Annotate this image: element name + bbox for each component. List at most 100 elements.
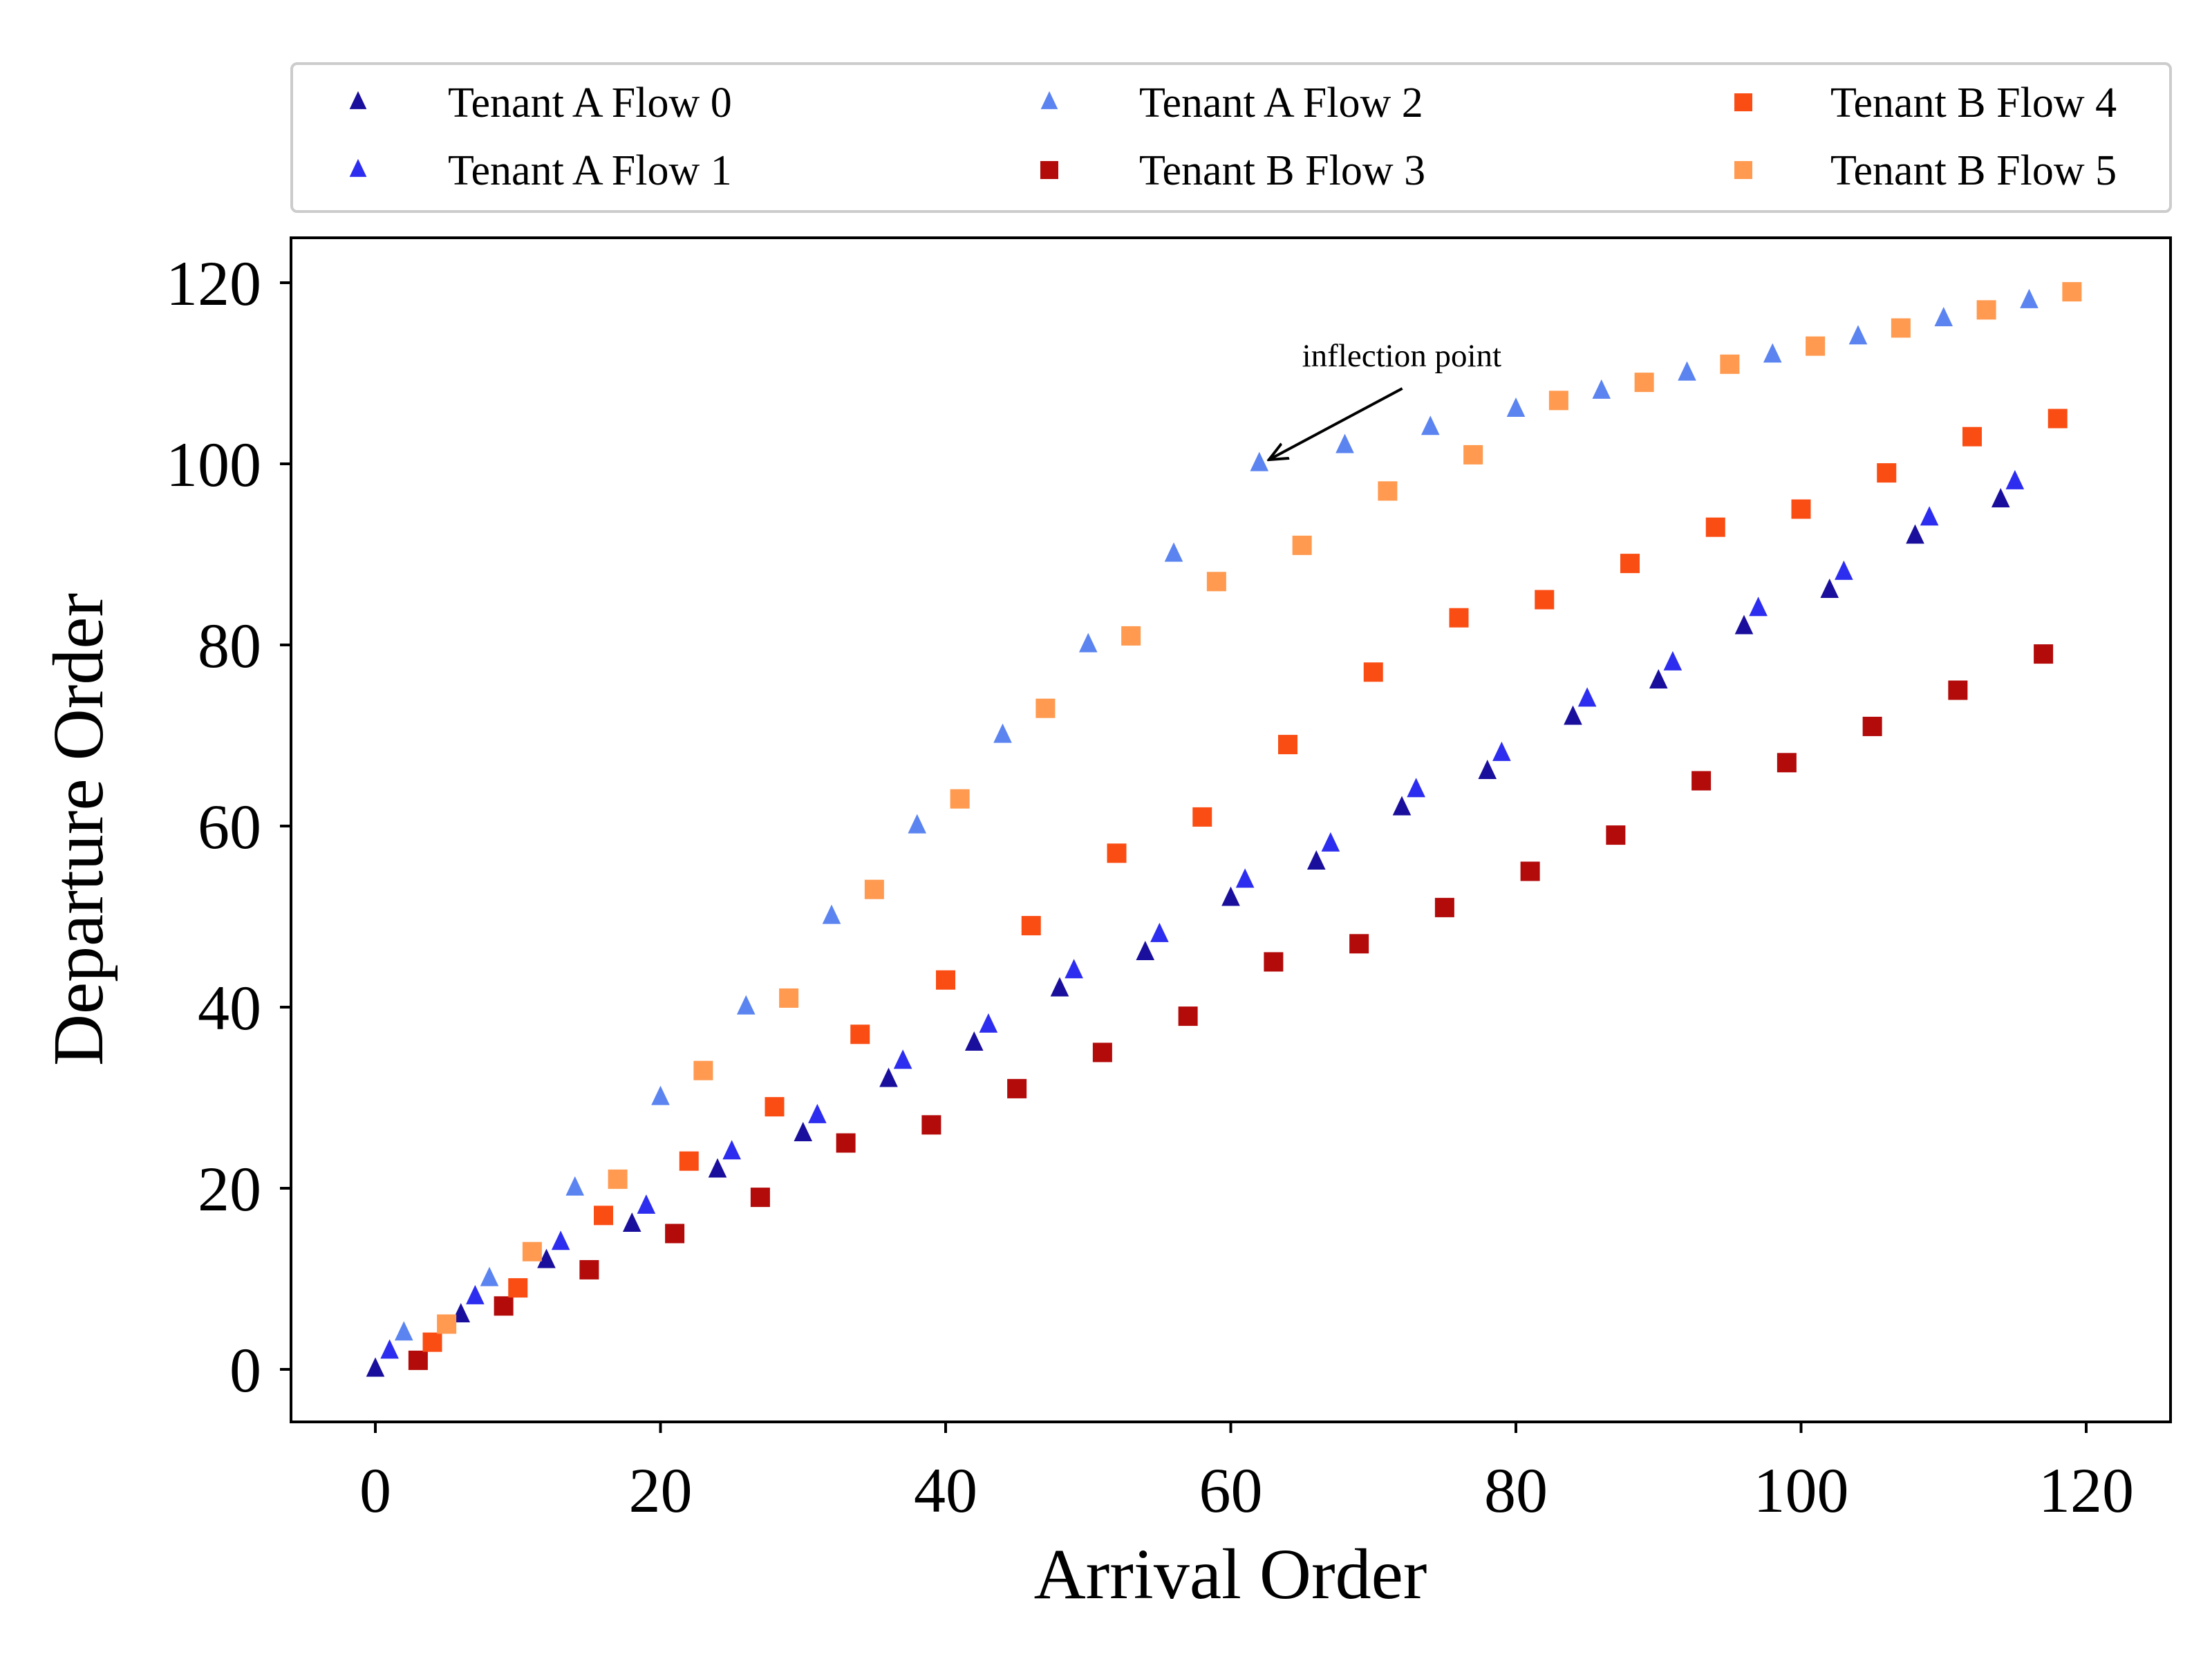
y-tick-label: 40 bbox=[198, 973, 261, 1043]
data-point bbox=[366, 1357, 385, 1377]
data-point bbox=[1321, 832, 1340, 852]
legend-item: Tenant B Flow 4 bbox=[1734, 79, 2117, 126]
data-point bbox=[565, 1176, 585, 1196]
data-point bbox=[1478, 760, 1497, 780]
legend-marker bbox=[349, 158, 367, 177]
data-point bbox=[1976, 300, 1996, 320]
data-point bbox=[1021, 916, 1041, 936]
data-point bbox=[551, 1230, 570, 1250]
data-point bbox=[408, 1350, 428, 1370]
data-point bbox=[622, 1212, 641, 1232]
data-point bbox=[2062, 282, 2082, 302]
data-point bbox=[1777, 753, 1797, 773]
data-point bbox=[1407, 778, 1425, 798]
annotation-text: inflection point bbox=[1302, 338, 1501, 374]
data-point bbox=[1920, 506, 1939, 526]
annotation-arrow bbox=[1269, 387, 1403, 460]
y-axis-label: Departure Order bbox=[39, 593, 118, 1066]
data-point bbox=[1463, 444, 1483, 465]
legend-marker bbox=[1040, 161, 1058, 179]
data-point bbox=[908, 814, 927, 834]
data-point bbox=[1378, 481, 1398, 501]
annotation: inflection point bbox=[1269, 338, 1501, 460]
data-point bbox=[594, 1206, 613, 1226]
legend-item: Tenant A Flow 0 bbox=[349, 79, 732, 126]
data-point bbox=[2005, 469, 2025, 489]
data-point bbox=[765, 1097, 785, 1117]
y-tick-label: 20 bbox=[198, 1154, 261, 1224]
data-point bbox=[1663, 650, 1683, 671]
y-tick-label: 80 bbox=[198, 610, 261, 681]
data-point bbox=[2020, 288, 2038, 308]
series-tenant-b-flow-5 bbox=[437, 282, 2082, 1334]
data-point bbox=[1035, 698, 1056, 718]
data-point bbox=[2034, 644, 2054, 664]
data-point bbox=[1092, 1042, 1112, 1062]
legend-marker bbox=[1734, 93, 1752, 111]
data-point bbox=[608, 1169, 628, 1189]
data-point bbox=[864, 879, 884, 899]
data-point bbox=[879, 1067, 898, 1087]
data-point bbox=[964, 1031, 984, 1051]
x-tick-label: 20 bbox=[629, 1455, 693, 1526]
data-point bbox=[779, 988, 799, 1008]
legend: Tenant A Flow 0 Tenant A Flow 1 Tenant A F… bbox=[290, 62, 2172, 213]
data-point bbox=[1178, 1006, 1198, 1027]
series-tenant-a-flow-1 bbox=[380, 469, 2025, 1359]
data-point bbox=[637, 1194, 656, 1214]
legend-label: Tenant A Flow 1 bbox=[448, 147, 732, 194]
x-axis-label: Arrival Order bbox=[1034, 1535, 1427, 1614]
data-point bbox=[1392, 796, 1412, 816]
data-point bbox=[1050, 977, 1069, 997]
data-point bbox=[1877, 463, 1897, 483]
legend-label: Tenant A Flow 2 bbox=[1139, 79, 1423, 126]
data-point bbox=[822, 904, 841, 924]
data-point bbox=[1492, 741, 1511, 761]
data-point bbox=[1434, 897, 1454, 917]
data-point bbox=[380, 1339, 399, 1359]
data-point bbox=[1564, 705, 1582, 725]
legend-label: Tenant B Flow 5 bbox=[1830, 147, 2117, 194]
x-tick-label: 80 bbox=[1484, 1455, 1548, 1526]
data-point bbox=[522, 1241, 542, 1262]
data-point bbox=[1506, 397, 1526, 418]
data-point bbox=[693, 1060, 713, 1080]
y-tick-label: 100 bbox=[166, 429, 261, 500]
data-point bbox=[1962, 427, 1982, 447]
data-point bbox=[1150, 922, 1169, 942]
data-point bbox=[736, 995, 756, 1015]
legend-frame bbox=[290, 62, 2172, 213]
data-point bbox=[1078, 632, 1098, 653]
data-point bbox=[1606, 825, 1626, 845]
legend-label: Tenant B Flow 3 bbox=[1139, 147, 1425, 194]
data-point bbox=[437, 1314, 457, 1334]
data-point bbox=[579, 1259, 599, 1280]
data-point bbox=[1906, 524, 1924, 544]
data-point bbox=[2047, 409, 2068, 429]
data-point bbox=[1720, 354, 1740, 374]
data-point bbox=[936, 970, 955, 990]
x-tick-label: 120 bbox=[2038, 1455, 2134, 1526]
data-point bbox=[1691, 771, 1712, 791]
data-point bbox=[1278, 735, 1297, 755]
data-point bbox=[1520, 861, 1540, 881]
data-point bbox=[466, 1284, 485, 1304]
series-tenant-b-flow-3 bbox=[408, 644, 2054, 1370]
y-tick-label: 60 bbox=[198, 791, 261, 862]
data-point bbox=[1535, 590, 1555, 610]
data-point bbox=[1306, 850, 1326, 870]
data-point bbox=[508, 1278, 528, 1298]
data-point bbox=[1678, 361, 1696, 381]
series-tenant-a-flow-0 bbox=[366, 488, 2010, 1377]
data-point bbox=[1250, 451, 1269, 471]
data-point bbox=[1749, 597, 1768, 617]
series-tenant-b-flow-4 bbox=[422, 409, 2068, 1352]
data-point bbox=[1449, 608, 1469, 628]
x-tick-label: 60 bbox=[1199, 1455, 1263, 1526]
data-point bbox=[651, 1085, 670, 1105]
data-point bbox=[394, 1321, 413, 1341]
data-point bbox=[1192, 807, 1212, 827]
legend-item: Tenant A Flow 1 bbox=[349, 147, 732, 194]
data-point bbox=[1862, 716, 1882, 736]
